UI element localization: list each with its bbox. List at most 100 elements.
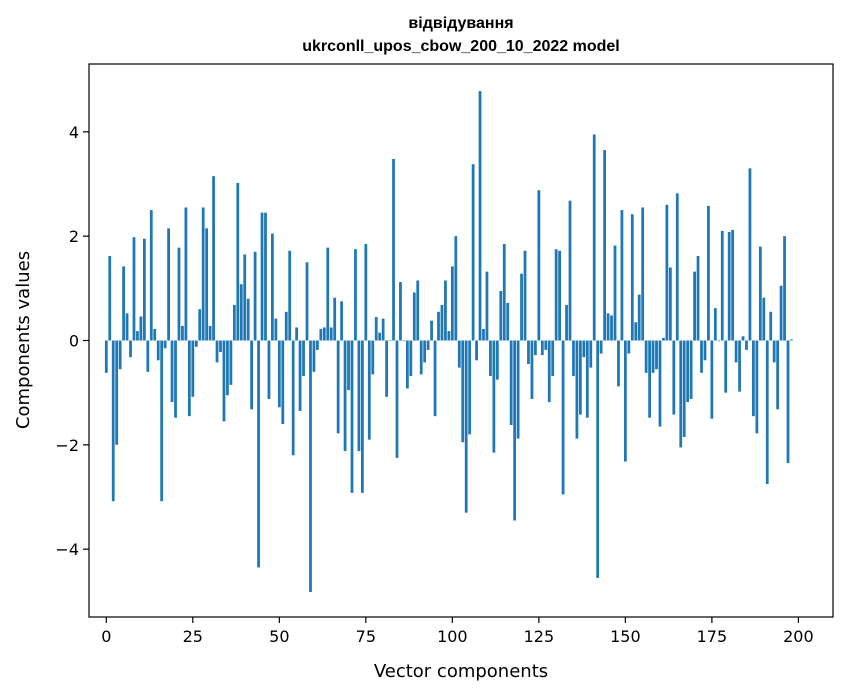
bar-component-4 — [118, 340, 122, 370]
bar-component-49 — [274, 318, 278, 341]
bars-group — [104, 91, 793, 592]
bar-component-197 — [786, 340, 790, 464]
bar-component-169 — [689, 340, 693, 399]
bar-component-128 — [547, 340, 551, 403]
bar-component-110 — [485, 271, 489, 341]
bar-component-12 — [146, 340, 150, 372]
bar-component-150 — [623, 340, 627, 462]
bar-component-192 — [769, 311, 773, 341]
bar-component-10 — [139, 316, 143, 341]
bar-component-173 — [703, 340, 707, 361]
bar-component-66 — [333, 297, 337, 341]
bar-component-15 — [156, 340, 160, 361]
bar-component-102 — [457, 340, 461, 368]
bar-component-16 — [160, 340, 164, 502]
bar-component-65 — [329, 327, 333, 341]
bar-component-133 — [565, 305, 568, 341]
bar-component-100 — [450, 266, 454, 341]
bar-component-188 — [755, 340, 759, 434]
bar-component-121 — [523, 250, 527, 341]
bar-component-114 — [499, 290, 503, 341]
x-tick-label: 150 — [610, 627, 641, 646]
y-tick-label: 2 — [69, 227, 79, 246]
bar-component-50 — [277, 340, 281, 408]
bar-component-87 — [405, 340, 409, 389]
bar-component-0 — [104, 340, 108, 373]
bar-component-21 — [177, 247, 181, 341]
bar-component-113 — [495, 340, 499, 380]
bar-component-75 — [364, 243, 368, 341]
bar-component-30 — [208, 325, 212, 341]
bar-component-98 — [444, 280, 447, 341]
bar-component-191 — [765, 340, 769, 484]
bar-component-45 — [260, 212, 264, 341]
bar-component-8 — [132, 237, 136, 341]
bar-component-9 — [136, 331, 139, 341]
bar-component-108 — [478, 91, 482, 341]
y-tick-label: 4 — [69, 123, 79, 142]
x-tick-label: 200 — [783, 627, 814, 646]
bar-component-145 — [606, 313, 610, 341]
bar-component-136 — [575, 340, 579, 439]
bar-component-35 — [226, 340, 229, 396]
bar-component-131 — [558, 250, 562, 341]
bar-component-193 — [772, 340, 776, 363]
bar-component-41 — [246, 298, 250, 341]
bar-component-155 — [641, 207, 645, 341]
bar-component-62 — [319, 329, 323, 341]
bar-component-154 — [637, 294, 641, 341]
bar-component-146 — [610, 315, 613, 341]
bar-component-76 — [367, 340, 371, 440]
bar-component-129 — [551, 340, 555, 376]
bar-component-46 — [264, 212, 267, 341]
bar-component-91 — [419, 340, 423, 375]
bar-component-11 — [142, 238, 146, 341]
bar-component-152 — [630, 214, 634, 341]
bar-component-37 — [232, 305, 236, 341]
bar-component-106 — [471, 164, 475, 341]
x-tick-label: 100 — [437, 627, 468, 646]
bar-component-176 — [713, 308, 717, 341]
bar-component-52 — [284, 311, 288, 341]
bar-component-187 — [752, 340, 755, 417]
bar-component-109 — [482, 329, 485, 341]
bar-component-5 — [122, 266, 125, 341]
bar-component-156 — [644, 340, 648, 373]
bar-component-47 — [267, 340, 271, 399]
bar-component-59 — [309, 340, 312, 592]
bar-component-148 — [617, 340, 620, 387]
bar-component-107 — [475, 340, 478, 361]
bar-component-180 — [727, 231, 731, 341]
bar-component-84 — [395, 340, 399, 458]
bar-component-115 — [502, 243, 506, 341]
bar-component-96 — [437, 311, 440, 341]
bar-component-196 — [783, 236, 786, 341]
bar-component-118 — [513, 340, 517, 521]
bar-component-42 — [250, 340, 254, 410]
bar-component-77 — [371, 340, 375, 375]
bar-component-6 — [125, 313, 129, 341]
bar-component-149 — [620, 210, 624, 341]
bar-component-190 — [762, 297, 766, 341]
bar-component-134 — [568, 200, 572, 341]
bar-component-24 — [187, 340, 191, 417]
bar-component-80 — [381, 318, 385, 341]
bar-component-93 — [426, 340, 430, 350]
bar-component-36 — [229, 340, 233, 385]
bar-component-57 — [302, 340, 305, 376]
bar-component-143 — [599, 340, 603, 354]
bar-component-165 — [675, 193, 679, 341]
bar-component-17 — [163, 340, 167, 349]
bar-component-111 — [489, 340, 492, 376]
bar-component-64 — [326, 247, 330, 341]
bar-component-90 — [416, 280, 420, 341]
bar-component-123 — [530, 340, 534, 399]
bar-component-68 — [340, 301, 343, 341]
bar-component-189 — [758, 246, 762, 341]
x-tick-label: 175 — [697, 627, 728, 646]
bar-component-140 — [589, 340, 593, 368]
bar-component-163 — [668, 267, 672, 341]
bar-component-33 — [219, 340, 222, 352]
bar-component-83 — [392, 158, 395, 341]
bar-component-181 — [731, 229, 735, 341]
